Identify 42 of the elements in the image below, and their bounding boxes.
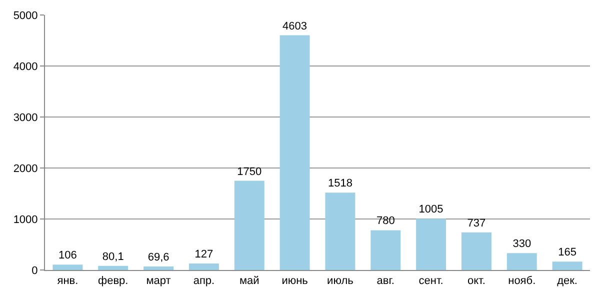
bar	[234, 180, 264, 270]
bar	[506, 253, 537, 270]
y-tick-label: 1000	[13, 214, 38, 226]
bar	[370, 230, 401, 270]
bar	[552, 262, 582, 270]
data-label: 737	[467, 217, 486, 230]
data-label: 4603	[282, 20, 308, 32]
x-tick-label: апр.	[193, 275, 215, 288]
data-label: 80,1	[102, 250, 124, 263]
bar	[325, 192, 356, 270]
data-label: 106	[58, 250, 77, 262]
x-tick-label: сент.	[418, 275, 444, 288]
data-label: 1750	[237, 166, 262, 178]
data-label: 330	[512, 238, 532, 250]
bar	[52, 264, 83, 270]
x-tick-label: янв.	[57, 275, 78, 288]
x-tick-label: окт.	[467, 275, 486, 288]
x-tick-label: февр.	[98, 275, 128, 288]
data-label: 1518	[328, 178, 352, 190]
bar	[98, 266, 128, 270]
x-tick-label: нояб.	[508, 275, 536, 288]
x-tick-label: июль	[327, 275, 354, 288]
y-tick-label: 3000	[13, 112, 38, 124]
bar	[461, 232, 492, 270]
bar	[144, 266, 174, 270]
data-label: 127	[194, 248, 214, 261]
x-tick-label: авг.	[376, 275, 394, 288]
x-tick-label: март	[146, 275, 171, 288]
bar	[280, 35, 310, 270]
bar	[188, 264, 219, 270]
y-tick-label: 2000	[13, 162, 38, 175]
data-label: 780	[376, 215, 395, 228]
y-tick-label: 0	[32, 264, 38, 277]
data-label: 1005	[418, 204, 444, 216]
x-tick-label: дек.	[557, 275, 578, 288]
bar	[416, 218, 446, 270]
x-tick-label: июнь	[282, 275, 308, 288]
y-tick-label: 4000	[13, 60, 38, 73]
data-label: 165	[558, 246, 576, 259]
data-label: 69,6	[148, 251, 170, 264]
y-tick-label: 5000	[13, 10, 38, 22]
x-tick-label: май	[239, 275, 260, 288]
